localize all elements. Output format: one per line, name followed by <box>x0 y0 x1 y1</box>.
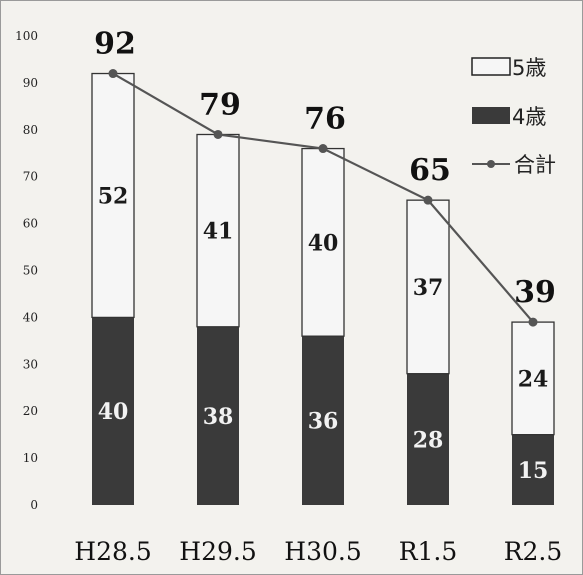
data-label-5sai: 24 <box>518 366 549 392</box>
data-label-4sai: 40 <box>98 399 129 425</box>
data-label-5sai: 52 <box>98 183 129 209</box>
y-tick-label: 0 <box>30 498 38 512</box>
bar-4sai <box>197 326 239 505</box>
data-label-total: 92 <box>94 27 136 62</box>
legend-label-4sai: 4歳 <box>512 105 546 129</box>
total-point <box>213 129 223 139</box>
y-tick-label: 20 <box>23 404 38 418</box>
labels-layer: 40 52 92 38 41 79 36 40 76 28 37 65 15 24 39 <box>94 27 556 484</box>
legend-label-total: 合計 <box>514 153 556 177</box>
x-tick-label: R1.5 <box>399 537 458 566</box>
data-label-4sai: 28 <box>413 427 444 453</box>
y-tick-label: 80 <box>23 123 38 137</box>
data-label-total: 76 <box>304 102 346 137</box>
bar-5sai <box>91 72 135 319</box>
data-label-5sai: 40 <box>308 230 339 256</box>
y-axis: 0 10 20 30 40 50 60 70 80 90 100 <box>15 29 38 512</box>
y-tick-label: 90 <box>23 76 38 90</box>
bars-layer <box>91 72 555 505</box>
legend-swatch-4sai <box>472 107 510 124</box>
data-label-4sai: 15 <box>518 458 549 484</box>
x-tick-label: H29.5 <box>179 537 256 566</box>
total-point <box>528 317 538 327</box>
y-tick-label: 10 <box>23 451 38 465</box>
y-tick-label: 100 <box>15 29 38 43</box>
data-label-total: 65 <box>409 153 451 188</box>
data-label-total: 39 <box>514 275 556 310</box>
y-tick-label: 30 <box>23 357 38 371</box>
bar-4sai <box>92 317 134 505</box>
data-label-4sai: 38 <box>203 404 234 430</box>
data-label-4sai: 36 <box>308 409 339 435</box>
y-tick-label: 60 <box>23 217 38 231</box>
y-tick-label: 70 <box>23 170 38 184</box>
x-tick-label: H28.5 <box>74 537 151 566</box>
bar-4sai <box>512 434 554 505</box>
total-point <box>108 69 118 79</box>
x-axis: H28.5 H29.5 H30.5 R1.5 R2.5 <box>74 537 562 566</box>
total-point <box>318 144 328 154</box>
y-tick-label: 40 <box>23 310 38 324</box>
bar-5sai <box>196 133 240 328</box>
data-label-5sai: 37 <box>413 275 444 301</box>
total-line-layer <box>108 69 538 327</box>
bar-4sai <box>302 336 344 505</box>
legend-swatch-5sai <box>471 57 511 76</box>
x-tick-label: R2.5 <box>504 537 563 566</box>
bar-5sai <box>511 321 555 436</box>
legend-label-5sai: 5歳 <box>512 56 546 80</box>
data-label-total: 79 <box>199 87 241 122</box>
data-label-5sai: 41 <box>203 219 234 245</box>
y-tick-label: 50 <box>23 264 38 278</box>
total-point <box>423 195 433 205</box>
legend: 5歳 4歳 合計 <box>471 56 556 177</box>
bar-4sai <box>407 373 449 505</box>
x-tick-label: H30.5 <box>284 537 361 566</box>
legend-marker-total <box>487 160 495 168</box>
